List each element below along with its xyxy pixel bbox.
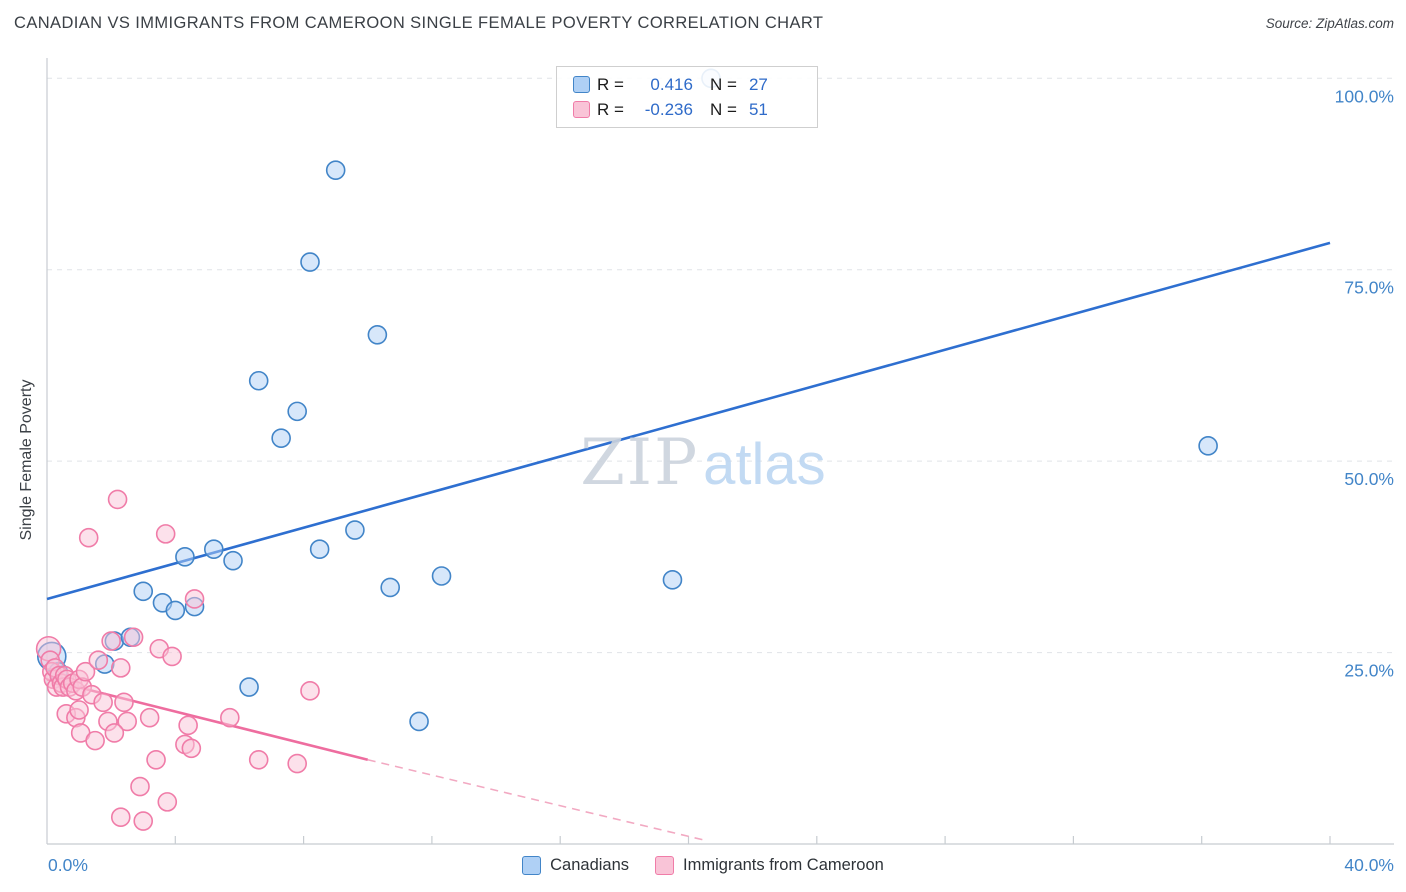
data-point-immigrants-from-cameroon[interactable]: [110, 658, 131, 678]
data-point-canadians[interactable]: [175, 547, 195, 567]
legend-row-cameroon: R = -0.236 N = 51: [573, 100, 817, 120]
data-point-immigrants-from-cameroon[interactable]: [220, 707, 240, 728]
data-point-immigrants-from-cameroon[interactable]: [155, 524, 176, 544]
legend-item-canadians[interactable]: Canadians: [522, 855, 630, 875]
n-label: N =: [709, 74, 737, 94]
data-point-immigrants-from-cameroon[interactable]: [178, 715, 198, 736]
page-title: CANADIAN VS IMMIGRANTS FROM CAMEROON SIN…: [14, 14, 824, 32]
data-point-canadians[interactable]: [345, 520, 365, 540]
data-point-immigrants-from-cameroon[interactable]: [75, 661, 96, 682]
y-tick-label: 100.0%: [1335, 86, 1394, 106]
data-point-canadians[interactable]: [662, 570, 683, 590]
trend-line-canadians: [46, 241, 1331, 601]
r-label: R =: [597, 74, 624, 94]
series-legend: Canadians Immigrants from Cameroon: [0, 850, 1406, 880]
data-point-immigrants-from-cameroon[interactable]: [248, 749, 269, 770]
data-point-canadians[interactable]: [165, 600, 186, 621]
legend-row-canadians: R = 0.416 N = 27: [573, 75, 817, 95]
y-tick-label: 75.0%: [1344, 278, 1394, 298]
data-point-immigrants-from-cameroon[interactable]: [157, 792, 178, 812]
data-point-immigrants-from-cameroon[interactable]: [300, 681, 320, 701]
data-point-immigrants-from-cameroon[interactable]: [117, 711, 137, 732]
data-point-immigrants-from-cameroon[interactable]: [104, 723, 125, 743]
data-point-canadians[interactable]: [133, 581, 154, 602]
data-point-canadians[interactable]: [287, 401, 307, 422]
data-point-canadians[interactable]: [300, 252, 320, 272]
y-tick-label: 50.0%: [1344, 469, 1394, 489]
data-point-immigrants-from-cameroon[interactable]: [130, 776, 150, 797]
source-credit: Source: ZipAtlas.com: [1265, 16, 1394, 31]
r-value-cameroon: -0.236: [644, 99, 693, 119]
data-point-immigrants-from-cameroon[interactable]: [133, 811, 154, 831]
canadians-swatch: [573, 76, 590, 93]
data-point-immigrants-from-cameroon[interactable]: [184, 589, 205, 609]
data-point-immigrants-from-cameroon[interactable]: [114, 692, 134, 713]
data-point-immigrants-from-cameroon[interactable]: [181, 738, 202, 759]
data-point-canadians[interactable]: [380, 577, 401, 598]
data-point-canadians[interactable]: [248, 370, 269, 391]
legend-item-cameroon[interactable]: Immigrants from Cameroon: [655, 855, 884, 875]
data-point-immigrants-from-cameroon[interactable]: [88, 650, 109, 671]
data-point-canadians[interactable]: [309, 539, 330, 560]
data-point-immigrants-from-cameroon[interactable]: [287, 753, 307, 774]
data-point-canadians[interactable]: [431, 566, 452, 586]
data-point-immigrants-from-cameroon[interactable]: [139, 707, 160, 728]
data-point-immigrants-from-cameroon[interactable]: [69, 700, 89, 720]
y-axis-label: Single Female Poverty: [18, 379, 35, 541]
data-point-canadians[interactable]: [203, 539, 224, 560]
data-point-canadians[interactable]: [367, 324, 388, 345]
data-point-canadians[interactable]: [325, 160, 346, 180]
data-point-immigrants-from-cameroon[interactable]: [162, 646, 182, 667]
data-point-canadians[interactable]: [1198, 436, 1218, 456]
data-point-immigrants-from-cameroon[interactable]: [107, 489, 128, 510]
legend-label-canadians: Canadians: [550, 855, 630, 874]
data-point-immigrants-from-cameroon[interactable]: [85, 730, 105, 751]
data-point-immigrants-from-cameroon[interactable]: [146, 749, 166, 770]
n-value-canadians: 27: [748, 74, 768, 94]
canadians-swatch: [522, 855, 542, 875]
trend-line-immigrants-from-cameroon: [367, 758, 705, 841]
data-point-immigrants-from-cameroon[interactable]: [123, 627, 144, 648]
data-point-immigrants-from-cameroon[interactable]: [93, 692, 113, 713]
x-min-label: 0.0%: [48, 855, 88, 875]
data-point-canadians[interactable]: [239, 677, 259, 697]
data-point-canadians[interactable]: [223, 550, 243, 571]
data-point-canadians[interactable]: [409, 711, 429, 732]
n-label: N =: [709, 99, 737, 119]
data-point-canadians[interactable]: [271, 428, 291, 448]
x-max-label: 40.0%: [1344, 855, 1394, 875]
r-label: R =: [597, 99, 624, 119]
legend-label-cameroon: Immigrants from Cameroon: [683, 855, 884, 874]
data-point-immigrants-from-cameroon[interactable]: [101, 631, 121, 651]
cameroon-swatch: [573, 101, 590, 118]
cameroon-swatch: [655, 855, 675, 875]
r-value-canadians: 0.416: [650, 74, 693, 94]
data-point-immigrants-from-cameroon[interactable]: [110, 807, 131, 828]
correlation-legend: R = 0.416 N = 27 R = -0.236 N = 51: [556, 66, 818, 128]
n-value-cameroon: 51: [748, 99, 768, 119]
data-point-immigrants-from-cameroon[interactable]: [78, 527, 99, 548]
y-tick-label: 25.0%: [1344, 661, 1394, 681]
